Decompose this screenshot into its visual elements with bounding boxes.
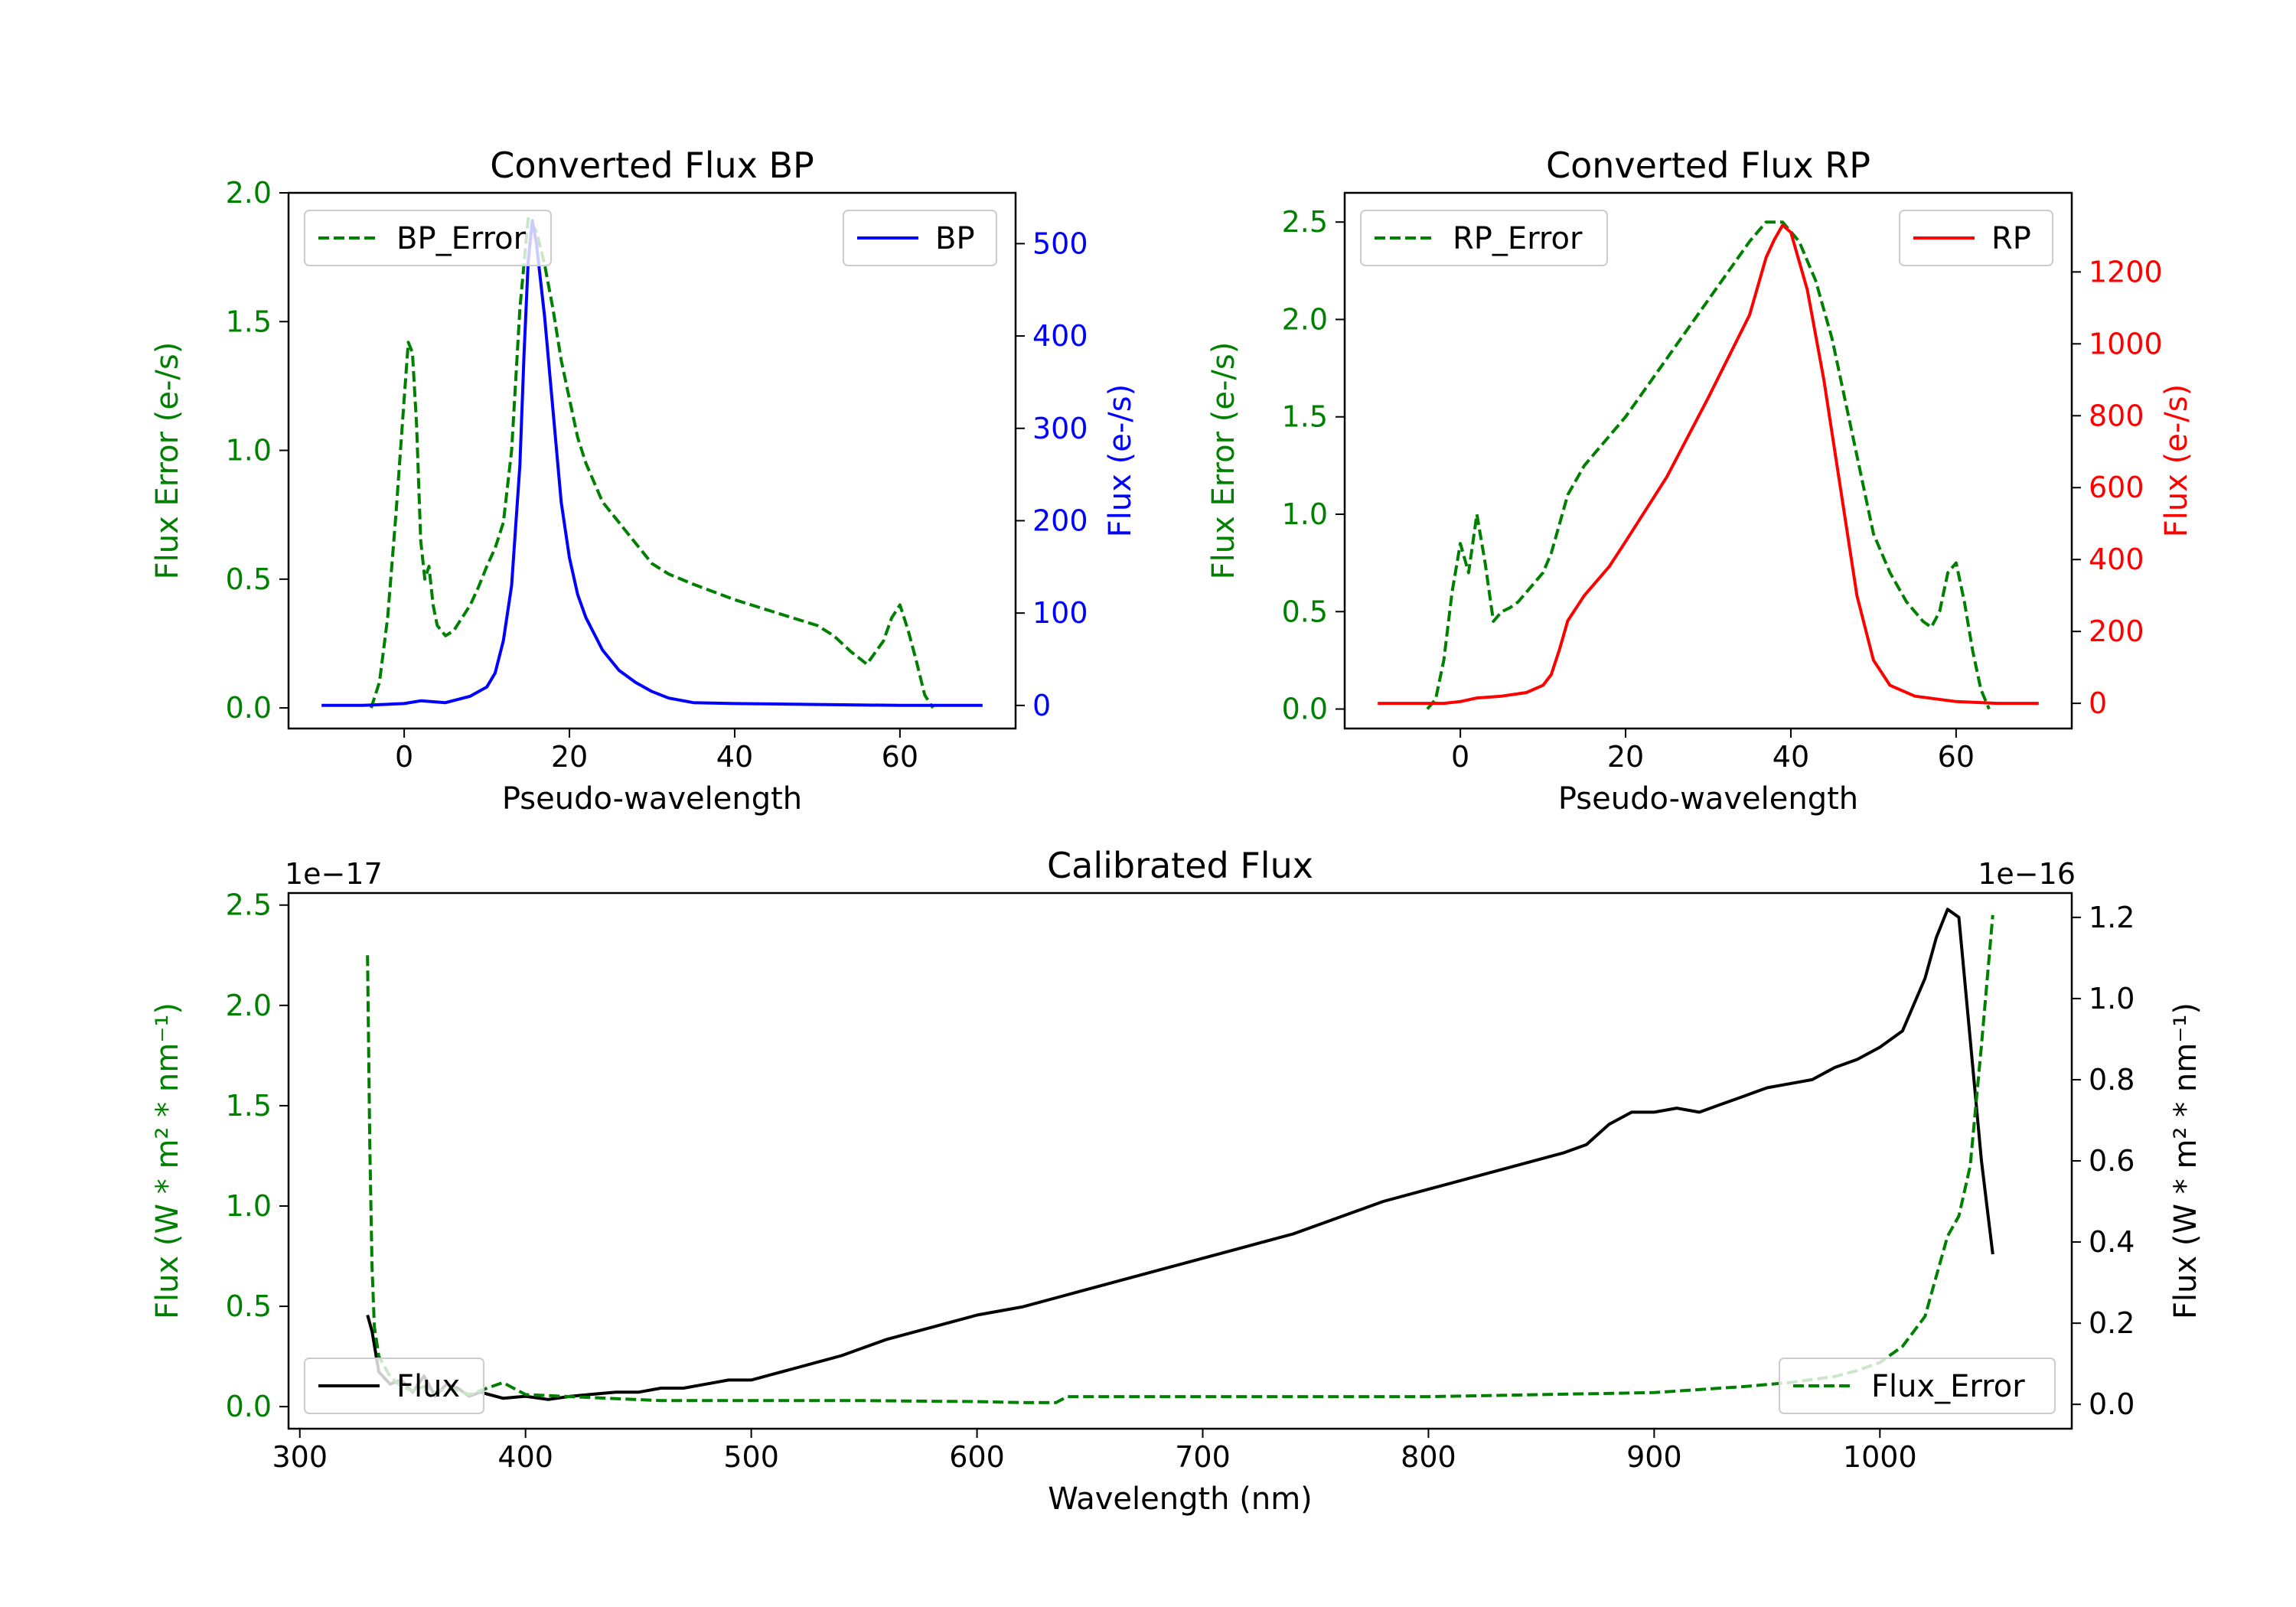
rp-left-tick-label: 0.5 — [1282, 595, 1328, 628]
calibrated-left-tick-label: 2.0 — [226, 989, 272, 1022]
calibrated-x-tick-label: 600 — [949, 1440, 1005, 1474]
rp-right-tick-label: 0 — [2089, 686, 2107, 720]
bp-right-tick-label: 0 — [1032, 689, 1051, 722]
bp-left-tick-label: 1.0 — [226, 434, 272, 468]
rp-left-tick-label: 1.0 — [1282, 497, 1328, 531]
calibrated-x-label: Wavelength (nm) — [1048, 1482, 1313, 1517]
bp-left-tick-label: 2.0 — [226, 176, 272, 210]
calibrated-left-offset: 1e−17 — [285, 857, 383, 891]
calibrated-x-tick-label: 500 — [723, 1440, 779, 1474]
rp-axes-frame — [1343, 191, 2073, 730]
calibrated-left-axis-label: Flux (W * m² * nm⁻¹) — [150, 1002, 185, 1319]
rp-right-tick-label: 800 — [2089, 399, 2144, 432]
calibrated-left-tick-label: 0.0 — [226, 1390, 272, 1423]
calibrated-right-tick-label: 0.0 — [2089, 1387, 2135, 1421]
calibrated-x-tick-label: 900 — [1626, 1440, 1682, 1474]
calibrated-right-axis-label: Flux (W * m² * nm⁻¹) — [2168, 1002, 2203, 1319]
bp-left-axis-label: Flux Error (e-/s) — [150, 342, 185, 580]
rp-right-tick-label: 1000 — [2089, 327, 2163, 360]
bp-right-tick-label: 500 — [1032, 227, 1088, 260]
bp-left-tick-label: 1.5 — [226, 305, 272, 338]
rp-right-axis-label: Flux (e-/s) — [2159, 384, 2194, 537]
rp-legend-legend_right: RP — [1899, 210, 2053, 266]
bp-series-bp — [321, 219, 983, 707]
bp-x-tick-label: 40 — [716, 740, 753, 774]
bp-axes-frame — [287, 191, 1017, 730]
calibrated-right-tick-label: 0.2 — [2089, 1306, 2135, 1340]
bp-right-tick-label: 100 — [1032, 596, 1088, 630]
bp-x-tick-label: 20 — [551, 740, 588, 774]
bp-title: Converted Flux BP — [490, 145, 814, 186]
bp-right-tick-label: 300 — [1032, 412, 1088, 445]
calibrated-left-tick-label: 1.0 — [226, 1189, 272, 1223]
bp-panel: Converted Flux BP 0 20 40 60 Pseudo-wavelengt… — [150, 145, 1138, 817]
rp-left-tick-label: 0.0 — [1282, 693, 1328, 726]
bp-legend-legend_left: BP_Error — [304, 210, 552, 266]
calibrated-series-flux — [366, 908, 1994, 1401]
calibrated-left-tick-label: 1.5 — [226, 1089, 272, 1123]
bp-left-tick-label: 0.0 — [226, 691, 272, 725]
bp-legend-label: BP_Error — [396, 221, 527, 256]
bp-right-tick-label: 400 — [1032, 319, 1088, 353]
rp-series-rp-error — [1426, 220, 1991, 710]
calibrated-x-tick-label: 400 — [497, 1440, 553, 1474]
rp-left-axis-label: Flux Error (e-/s) — [1206, 342, 1241, 580]
bp-legend-legend_right: BP — [843, 210, 997, 266]
calibrated-left-tick-label: 0.5 — [226, 1289, 272, 1323]
bp-legend-label: BP — [935, 221, 975, 256]
rp-right-tick-label: 200 — [2089, 614, 2144, 648]
rp-title: Converted Flux RP — [1546, 145, 1870, 186]
rp-left-tick-label: 2.5 — [1282, 205, 1328, 239]
rp-legend-legend_left: RP_Error — [1360, 210, 1608, 266]
calibrated-legend-legend_right: Flux_Error — [1779, 1358, 2056, 1414]
calibrated-series-flux-error — [366, 914, 1994, 1404]
calibrated-legend-label: Flux_Error — [1871, 1369, 2025, 1404]
calibrated-x-tick-label: 300 — [272, 1440, 328, 1474]
rp-x-label: Pseudo-wavelength — [1558, 781, 1858, 817]
calibrated-axes-frame — [287, 892, 2073, 1430]
bp-series-bp-error — [370, 217, 934, 709]
rp-left-tick-label: 2.0 — [1282, 302, 1328, 336]
calibrated-right-tick-label: 1.0 — [2089, 982, 2135, 1015]
rp-x-tick-label: 0 — [1451, 740, 1469, 774]
calibrated-panel: Calibrated Flux 300 400 500 600 700 800 900 1000… — [150, 845, 2203, 1517]
bp-x-tick-label: 0 — [395, 740, 413, 774]
rp-legend-label: RP — [1991, 221, 2031, 256]
calibrated-left-tick-label: 2.5 — [226, 888, 272, 922]
calibrated-right-tick-label: 1.2 — [2089, 901, 2135, 934]
calibrated-x-tick-label: 700 — [1175, 1440, 1231, 1474]
bp-left-tick-label: 0.5 — [226, 562, 272, 596]
rp-x-tick-label: 20 — [1607, 740, 1644, 774]
rp-left-tick-label: 1.5 — [1282, 400, 1328, 434]
rp-x-tick-label: 40 — [1773, 740, 1809, 774]
rp-panel: Converted Flux RP 0 20 40 60 Pseudo-wavelengt… — [1206, 145, 2194, 817]
calibrated-legend-legend_left: Flux — [304, 1358, 484, 1414]
bp-x-label: Pseudo-wavelength — [502, 781, 802, 817]
calibrated-right-tick-label: 0.4 — [2089, 1225, 2135, 1259]
calibrated-x-tick-label: 1000 — [1843, 1440, 1917, 1474]
calibrated-legend-label: Flux — [396, 1369, 460, 1404]
rp-right-tick-label: 600 — [2089, 471, 2144, 504]
calibrated-right-offset: 1e−16 — [1978, 857, 2076, 891]
bp-x-tick-label: 60 — [882, 740, 918, 774]
calibrated-x-tick-label: 800 — [1401, 1440, 1456, 1474]
calibrated-right-tick-label: 0.8 — [2089, 1063, 2135, 1097]
bp-right-tick-label: 200 — [1032, 504, 1088, 537]
rp-right-tick-label: 1200 — [2089, 255, 2163, 288]
bp-right-axis-label: Flux (e-/s) — [1103, 384, 1138, 537]
calibrated-title: Calibrated Flux — [1047, 845, 1313, 886]
rp-legend-label: RP_Error — [1453, 221, 1583, 256]
rp-series-rp — [1378, 223, 2039, 706]
calibrated-right-tick-label: 0.6 — [2089, 1144, 2135, 1178]
rp-x-tick-label: 60 — [1938, 740, 1975, 774]
rp-right-tick-label: 400 — [2089, 543, 2144, 576]
